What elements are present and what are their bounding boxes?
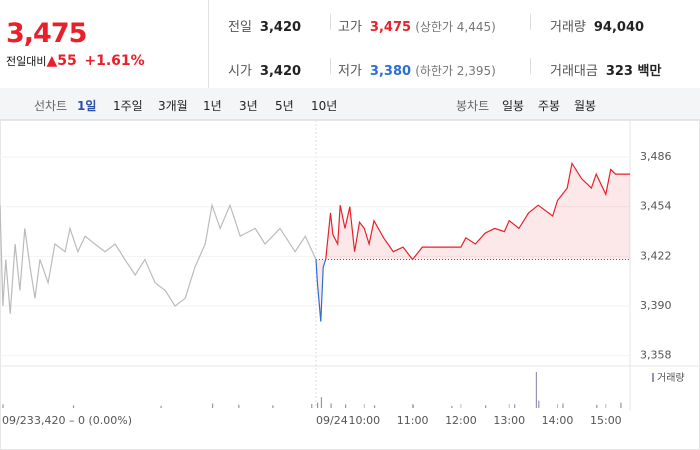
y-tick-label: 3,454 — [640, 200, 672, 213]
info-cell: 전일 3,420 — [228, 16, 301, 35]
info-cell: 거래량 94,040 — [550, 16, 644, 35]
info-cell: 거래대금 323 백만 — [550, 60, 661, 79]
info-cell: 저가 3,380 (하한가 2,395) — [338, 60, 496, 79]
change: 전일대비▲55 +1.61% — [6, 53, 145, 69]
x-tick-label: 11:00 — [397, 414, 429, 427]
chart: 3,486 3,454 3,422 3,390 3,358 10:00 11:00 12:00… — [0, 120, 700, 450]
cell-sub: (하한가 2,395) — [415, 64, 496, 78]
volume-bar — [272, 405, 274, 408]
area-fill — [316, 163, 630, 322]
tab[interactable]: 3개월 — [158, 99, 188, 113]
volume-bar — [311, 404, 313, 408]
volume-bar — [211, 403, 214, 408]
y-tick-label: 3,486 — [640, 150, 672, 163]
x-tick-label: 10:00 — [348, 414, 380, 427]
tab[interactable]: 3년 — [239, 99, 258, 113]
tab[interactable]: 1일 — [77, 99, 97, 113]
info-cell: 시가 3,420 — [228, 60, 301, 79]
day-label: 09/24 — [316, 414, 348, 427]
cell-key: 거래량 — [550, 20, 586, 35]
tab[interactable]: 1주일 — [113, 99, 143, 113]
tab[interactable]: 월봉 — [574, 99, 597, 113]
volume-bar — [160, 405, 162, 408]
tab[interactable]: 주봉 — [538, 99, 561, 113]
prev-caption: 3,420 – 0 (0.00%) — [34, 414, 132, 427]
price-line — [0, 202, 317, 314]
quote-header: 3,475 전일대비▲55 +1.61% 전일 3,420 고가 3,475 (상한… — [0, 0, 700, 89]
price-line — [315, 161, 630, 322]
plot-border — [0, 120, 700, 450]
volume-bar — [412, 404, 414, 408]
tab[interactable]: 일봉 — [502, 99, 525, 113]
volume-bar — [238, 404, 240, 408]
volume-bar — [330, 403, 332, 408]
change-pct: +1.61% — [84, 53, 145, 69]
x-tick-label: 14:00 — [542, 414, 574, 427]
cell-value: 3,475 — [369, 20, 412, 35]
current-price: 3,475 — [6, 18, 87, 49]
price-box: 3,475 전일대비▲55 +1.61% — [0, 0, 209, 88]
change-value: ▲55 — [46, 53, 77, 69]
volume-bar — [72, 405, 75, 408]
tab[interactable]: 5년 — [275, 99, 294, 113]
change-label: 전일대비 — [6, 55, 47, 68]
volume-bar — [316, 402, 319, 408]
cell-value: 94,040 — [593, 20, 645, 35]
cell-key: 전일 — [228, 20, 252, 35]
volume-bar — [514, 404, 516, 408]
cell-value: 3,420 — [259, 64, 302, 79]
volume-bar — [485, 405, 487, 408]
volume-bar — [538, 400, 540, 408]
cell-value: 3,420 — [259, 20, 302, 35]
volume-bar — [2, 404, 4, 408]
chart-tabs: 선차트 1일 1주일 3개월 1년 3년 5년 10년 봉차트 일봉 주봉 월봉 — [0, 88, 700, 120]
cell-sub: (상한가 4,445) — [415, 20, 496, 34]
cell-value: 323 백만 — [605, 64, 662, 79]
y-tick-label: 3,390 — [640, 299, 672, 312]
cell-key: 저가 — [338, 64, 362, 79]
volume-bar — [451, 405, 453, 408]
y-tick-label: 3,358 — [640, 349, 672, 362]
cell-key: 거래대금 — [550, 64, 598, 79]
tab[interactable]: 1년 — [203, 99, 222, 113]
volume-bar — [596, 404, 598, 408]
volume-bar — [320, 397, 323, 408]
x-tick-label: 12:00 — [445, 414, 477, 427]
volume-bar — [620, 402, 622, 408]
x-tick-label: 13:00 — [493, 414, 525, 427]
cell-value: 3,380 — [369, 64, 412, 79]
day-label: 09/23 — [2, 414, 34, 427]
legend-swatch — [652, 373, 654, 382]
volume-bar — [373, 405, 376, 408]
tab[interactable]: 10년 — [311, 99, 338, 113]
y-tick-label: 3,422 — [640, 249, 672, 262]
cell-key: 고가 — [338, 20, 362, 35]
tab: 봉차트 — [456, 99, 490, 113]
cell-key: 시가 — [228, 64, 252, 79]
tab: 선차트 — [34, 99, 68, 113]
info-cell: 고가 3,475 (상한가 4,445) — [338, 16, 496, 35]
x-tick-label: 15:00 — [590, 414, 622, 427]
volume-bar — [562, 403, 564, 408]
volume-bar — [535, 372, 537, 408]
legend-label: 거래량 — [657, 372, 685, 384]
volume-bar — [344, 404, 347, 408]
